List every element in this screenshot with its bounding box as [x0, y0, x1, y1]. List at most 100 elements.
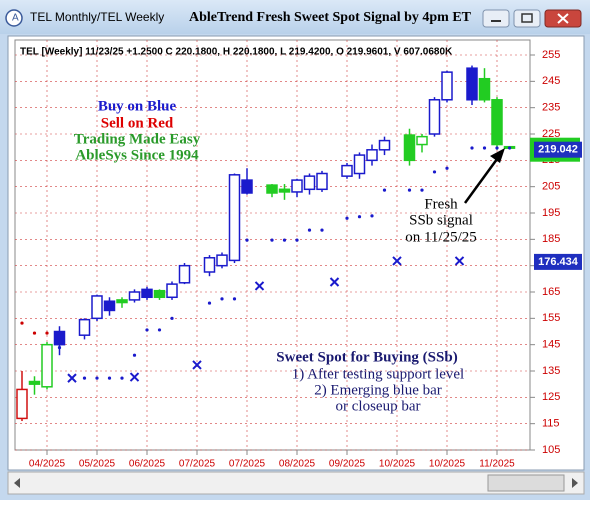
annotation: on 11/25/25: [405, 229, 477, 245]
signal-dot: [420, 188, 424, 192]
annotation: Sweet Spot for Buying (SSb): [276, 349, 457, 365]
x-tick-label: 11/2025: [479, 459, 515, 470]
signal-dot: [282, 238, 287, 242]
signal-dot: [170, 316, 174, 320]
scroll-left[interactable]: [14, 478, 20, 488]
signal-dot: [120, 376, 124, 380]
close-icon: [557, 13, 569, 24]
x-tick-label: 07/2025: [179, 459, 216, 470]
candle-body: [116, 299, 128, 304]
candle-body: [353, 154, 366, 175]
y-tick-label: 195: [542, 207, 560, 219]
signal-dot: [470, 146, 474, 150]
candle-body: [291, 179, 303, 193]
scroll-right[interactable]: [572, 478, 578, 488]
price-label: 176.434: [538, 256, 579, 268]
candle-body: [416, 135, 428, 146]
annotation: SSb signal: [409, 212, 473, 228]
y-tick-label: 245: [542, 75, 560, 87]
window-tab[interactable]: TEL Monthly/TEL Weekly: [30, 10, 164, 24]
candle-body: [428, 99, 441, 135]
candle-body: [403, 134, 416, 162]
signal-dot: [345, 216, 349, 220]
minimize-button[interactable]: [482, 9, 510, 28]
chart-title: AbleTrend Fresh Sweet Spot Signal by 4pm…: [189, 10, 472, 25]
annotation: 1) After testing support level: [292, 366, 464, 382]
signal-dot: [132, 353, 137, 357]
y-tick-label: 255: [542, 49, 560, 61]
annotation: AbleSys Since 1994: [75, 147, 199, 163]
signal-dot: [495, 146, 499, 150]
x-tick-label: 05/2025: [79, 459, 116, 470]
scrollbar[interactable]: [7, 471, 585, 495]
signal-dot: [270, 238, 274, 242]
candle-body: [166, 283, 178, 299]
y-tick-label: 155: [542, 312, 560, 324]
candle-body: [278, 188, 291, 193]
candle-body: [141, 288, 153, 299]
candle-body: [441, 71, 453, 101]
signal-dot: [445, 166, 449, 170]
candle-body: [316, 172, 328, 191]
signal-dot: [220, 297, 224, 301]
x-tick-label: 07/2025: [229, 459, 266, 470]
candle-body: [466, 67, 478, 101]
y-tick-label: 145: [542, 339, 560, 351]
annotation: or closeup bar: [336, 398, 421, 414]
candle-body: [153, 289, 166, 299]
signal-dot: [307, 228, 312, 232]
signal-dot: [107, 376, 112, 380]
y-tick-label: 185: [542, 233, 560, 245]
candle-body: [266, 184, 278, 194]
x-tick-label: 10/2025: [379, 459, 416, 470]
signal-dot: [157, 328, 162, 332]
y-tick-label: 165: [542, 286, 560, 298]
candle-body: [216, 254, 228, 267]
annotation: Trading Made Easy: [74, 131, 201, 147]
candle-body: [341, 164, 353, 177]
candle-body: [228, 174, 241, 262]
candle-body: [478, 77, 491, 101]
signal-x: [67, 373, 77, 383]
annotation: 2) Emerging blue bar: [314, 382, 442, 398]
signal-dot: [432, 170, 437, 174]
signal-x: [254, 281, 265, 291]
signal-dot: [232, 297, 237, 301]
signal-dot: [32, 331, 37, 335]
maximize-button[interactable]: [513, 9, 541, 28]
y-tick-label: 135: [542, 365, 560, 377]
app-icon-glyph: A: [12, 13, 19, 24]
candle-body: [178, 264, 191, 284]
signal-x: [192, 360, 202, 370]
signal-dot: [407, 188, 412, 192]
app-icon: [5, 9, 23, 27]
scroll-thumb[interactable]: [487, 474, 565, 492]
plot-area: [14, 39, 531, 451]
signal-x: [329, 277, 340, 287]
candle-body: [303, 175, 316, 191]
candle-body: [203, 257, 216, 273]
signal-dot: [82, 376, 87, 380]
y-tick-label: 115: [542, 418, 560, 430]
x-tick-label: 09/2025: [329, 459, 366, 470]
y-tick-label: 235: [542, 102, 560, 114]
signal-dot: [20, 321, 24, 325]
candle-body: [91, 295, 103, 320]
x-tick-label: 10/2025: [429, 459, 466, 470]
candle-body: [16, 388, 28, 420]
signal-dot: [295, 238, 299, 242]
candle-body: [366, 149, 378, 162]
signal-dot: [95, 376, 99, 380]
signal-dot: [382, 188, 387, 192]
candle-body: [128, 291, 141, 301]
arrow-head: [490, 148, 505, 163]
candle-body: [41, 343, 53, 388]
y-tick-label: 125: [542, 391, 560, 403]
price-box: [534, 253, 582, 270]
maximize-icon: [521, 13, 533, 23]
x-tick-label: 08/2025: [279, 459, 316, 470]
annotation: Sell on Red: [101, 115, 174, 131]
candle-body: [241, 179, 253, 194]
signal-dot: [482, 146, 487, 150]
